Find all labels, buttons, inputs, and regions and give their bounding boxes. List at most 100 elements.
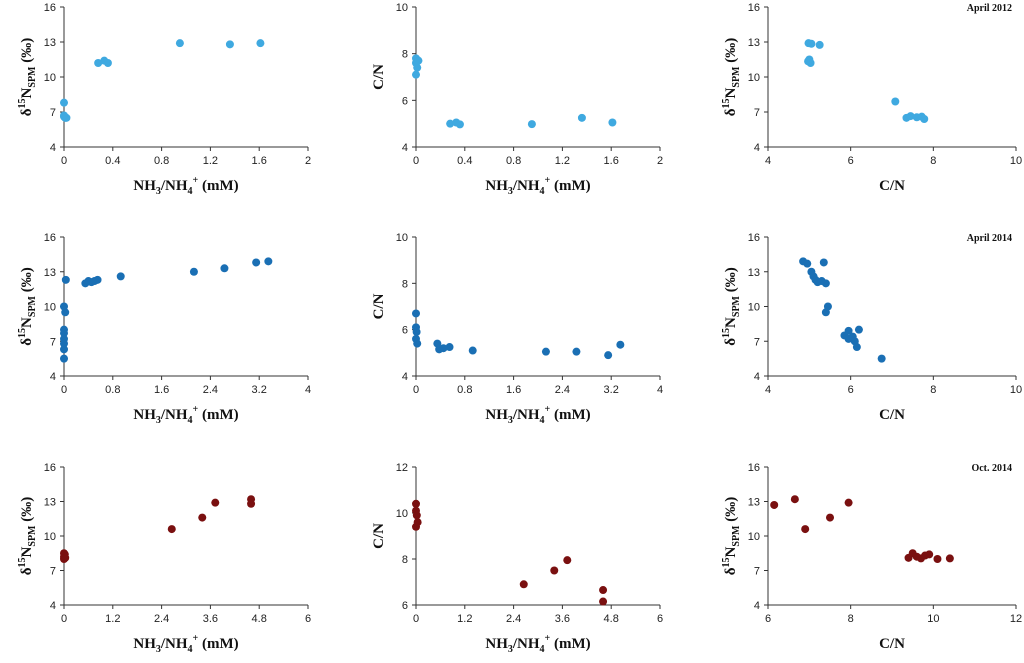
- label-part: 15: [17, 557, 28, 567]
- label-part: /NH: [512, 178, 540, 194]
- data-point: [906, 112, 915, 121]
- y-tick-label: 10: [44, 302, 56, 314]
- data-point: [920, 115, 929, 123]
- data-point: [412, 309, 420, 318]
- x-tick-label: 0.8: [105, 384, 120, 396]
- data-point: [519, 580, 528, 589]
- y-tick-label: 7: [754, 107, 760, 119]
- data-point: [819, 258, 828, 267]
- label-part: (‰): [19, 497, 35, 526]
- panel-c3: 6 8 10 12 4 7 10 13 16 C/N δ15NSPM (‰) Oct. 2014: [721, 462, 1022, 652]
- x-tick-label: 2.4: [203, 384, 218, 396]
- x-axis-label: NH3/NH4+ (mM): [133, 404, 238, 426]
- x-tick-label: 3.6: [555, 613, 570, 625]
- data-point: [94, 59, 103, 67]
- data-point: [446, 119, 455, 128]
- data-point: [412, 327, 421, 336]
- data-point: [541, 347, 550, 356]
- data-point: [468, 346, 477, 355]
- y-tick-label: 10: [396, 2, 408, 14]
- label-part: (‰): [723, 38, 739, 67]
- y-tick-label: 10: [44, 531, 56, 543]
- y-tick-label: 4: [50, 371, 56, 383]
- y-tick-label: 6: [402, 95, 408, 107]
- y-tick-label: 13: [44, 497, 56, 509]
- label-part: N: [723, 317, 739, 328]
- x-axis-label: NH3/NH4+ (mM): [485, 175, 590, 197]
- data-point: [439, 344, 448, 353]
- y-tick-label: 10: [748, 531, 760, 543]
- y-tick-label: 13: [748, 267, 760, 279]
- label-part: +: [545, 633, 551, 644]
- data-point: [821, 279, 830, 288]
- y-tick-label: 13: [748, 497, 760, 509]
- x-tick-label: 1.2: [457, 613, 472, 625]
- data-point: [790, 495, 799, 504]
- y-tick-label: 8: [402, 554, 408, 566]
- label-part: /NH: [160, 636, 188, 652]
- label-part: N: [19, 546, 35, 557]
- data-point: [599, 586, 608, 595]
- label-part: (mM): [550, 636, 590, 652]
- x-tick-label: 4: [657, 384, 663, 396]
- label-part: 4: [540, 644, 545, 655]
- x-tick-label: 1.2: [105, 613, 120, 625]
- label-part: C/N: [879, 407, 905, 423]
- y-tick-label: 4: [50, 142, 56, 154]
- y-tick-label: 12: [396, 462, 408, 474]
- label-part: (mM): [198, 407, 238, 423]
- data-point: [247, 499, 256, 508]
- data-point: [61, 553, 70, 562]
- label-part: C/N: [371, 523, 387, 549]
- x-axis-label: C/N: [879, 636, 905, 652]
- label-part: +: [193, 633, 199, 644]
- data-point: [826, 513, 834, 522]
- data-point: [550, 566, 559, 575]
- data-point: [563, 556, 572, 565]
- x-tick-label: 0.8: [154, 155, 169, 167]
- label-part: (‰): [723, 267, 739, 296]
- label-part: /NH: [512, 636, 540, 652]
- label-part: δ: [723, 338, 739, 346]
- y-tick-label: 7: [754, 566, 760, 578]
- data-point: [93, 275, 102, 284]
- label-part: δ: [19, 567, 35, 575]
- x-axis-label: C/N: [879, 407, 905, 423]
- data-point: [116, 272, 125, 281]
- data-point: [264, 257, 273, 266]
- y-tick-label: 16: [748, 2, 760, 14]
- data-point: [933, 555, 942, 563]
- y-axis-label: δ15NSPM (‰): [17, 267, 38, 346]
- y-tick-label: 4: [754, 142, 760, 154]
- data-point: [256, 39, 265, 48]
- x-tick-label: 10: [927, 613, 939, 625]
- label-part: SPM: [731, 525, 742, 547]
- y-tick-label: 8: [402, 278, 408, 290]
- x-tick-label: 0.8: [457, 384, 472, 396]
- label-part: 3: [508, 644, 513, 655]
- x-tick-label: 1.2: [555, 155, 570, 167]
- y-axis-label: C/N: [371, 64, 387, 90]
- label-part: δ: [723, 108, 739, 116]
- data-point: [854, 325, 863, 334]
- y-tick-label: 4: [402, 142, 408, 154]
- x-tick-label: 0: [413, 384, 419, 396]
- y-tick-label: 4: [50, 600, 56, 612]
- x-tick-label: 1.6: [154, 384, 169, 396]
- data-point: [60, 334, 68, 343]
- label-part: C/N: [879, 636, 905, 652]
- label-part: 15: [17, 98, 28, 108]
- x-tick-label: 8: [848, 613, 854, 625]
- data-point: [412, 70, 420, 79]
- x-tick-label: 2: [305, 155, 311, 167]
- data-point: [844, 498, 853, 507]
- label-part: NH: [133, 407, 156, 423]
- data-point: [60, 98, 68, 107]
- y-tick-label: 7: [754, 336, 760, 348]
- x-tick-label: 0: [61, 613, 67, 625]
- y-axis-label: δ15NSPM (‰): [17, 497, 38, 576]
